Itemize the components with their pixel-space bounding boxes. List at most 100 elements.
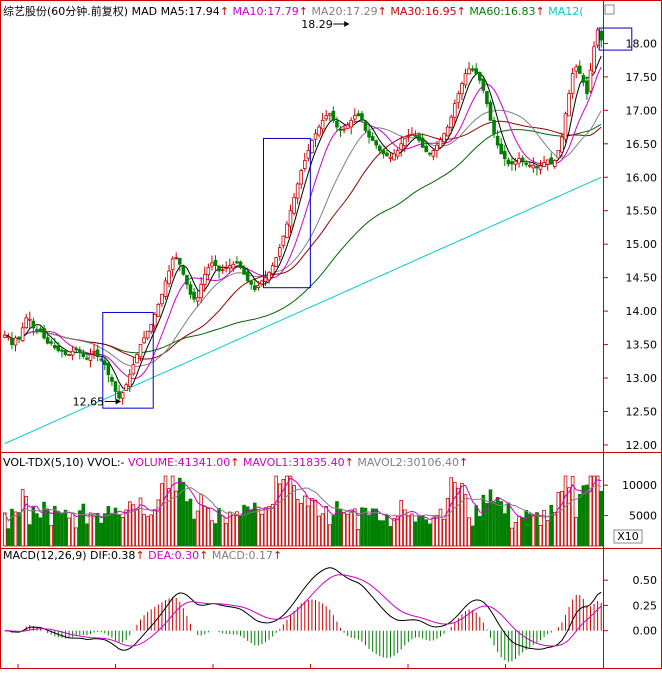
volume-bar <box>570 476 575 547</box>
volume-bar <box>242 504 246 547</box>
volume-bar <box>531 515 536 547</box>
volume-bar <box>52 505 57 547</box>
volume-bar <box>17 512 21 547</box>
candle-body <box>545 159 550 165</box>
volume-bar <box>324 506 329 547</box>
candle-body <box>338 128 343 131</box>
candle-body <box>370 136 375 141</box>
volume-bar <box>35 513 39 547</box>
volume-bar <box>563 475 568 547</box>
volume-bar <box>360 507 364 547</box>
candle-body <box>442 133 446 143</box>
volume-bar <box>510 527 514 547</box>
candle-body <box>206 267 211 276</box>
candle-body <box>495 135 500 146</box>
volume-bar <box>456 487 461 547</box>
candle-body <box>320 119 325 130</box>
candle-body <box>435 144 439 151</box>
candle-body <box>267 271 271 281</box>
volume-bar <box>320 513 325 547</box>
volume-bar <box>406 515 411 547</box>
volume-bar <box>467 517 471 547</box>
candle-body <box>49 341 54 344</box>
candle-body <box>567 93 571 117</box>
candle-body <box>95 349 100 358</box>
macd-panel-header: MACD(12,26,9) DIF:0.38↑ DEA:0.30↑ MACD:0… <box>3 549 282 562</box>
volume-bar <box>145 516 150 547</box>
candle-body <box>431 150 436 157</box>
volume-bar <box>599 490 604 547</box>
header-item: MAVOL1:31835.40 <box>243 456 345 469</box>
volume-bar <box>117 514 121 547</box>
candle-body <box>406 135 411 138</box>
candle-body <box>63 350 68 356</box>
candle-body <box>142 337 146 344</box>
ma20-line <box>4 109 602 367</box>
candle-body <box>217 265 221 272</box>
header-item: VOLUME:41341.00 <box>128 456 230 469</box>
volume-bar <box>410 513 414 547</box>
volume-panel-header: VOL-TDX(5,10) VVOL:- VOLUME:41341.00↑ MA… <box>3 456 468 469</box>
candle-body <box>274 257 279 267</box>
up-arrow-icon: ↑ <box>536 5 545 18</box>
candle-body <box>2 334 7 338</box>
candle-body <box>570 73 575 94</box>
volume-bar <box>217 507 221 547</box>
candle-body <box>595 29 600 46</box>
header-item: DIF:0.38 <box>90 549 135 562</box>
volume-bar <box>70 512 75 547</box>
volume-bar <box>481 494 486 547</box>
dif-line <box>4 567 602 651</box>
candle-body <box>92 350 96 353</box>
candle-body <box>263 277 268 282</box>
candle-body <box>460 83 464 95</box>
candle-body <box>110 376 114 382</box>
volume-bar <box>85 523 89 547</box>
volume-bar <box>581 485 586 547</box>
volume-bar <box>513 522 518 547</box>
header-item: MA12( <box>548 5 583 18</box>
volume-bar <box>474 505 479 547</box>
y-tick-label: 10000 <box>622 479 657 492</box>
volume-bar <box>295 499 300 547</box>
volume-bar <box>213 523 218 547</box>
panel-toggle-button[interactable] <box>604 4 615 15</box>
candle-body <box>13 337 18 346</box>
candle-body <box>299 170 304 185</box>
price-plot <box>2 27 633 445</box>
candle-body <box>81 352 86 358</box>
candle-body <box>556 150 561 159</box>
volume-bar <box>252 502 257 547</box>
volume-bar <box>502 513 507 547</box>
candle-body <box>499 143 504 155</box>
volume-bar <box>149 514 154 547</box>
volume-bar <box>592 475 596 547</box>
volume-bar <box>152 509 157 547</box>
candle-body <box>531 164 536 169</box>
volume-bar <box>38 517 43 547</box>
candle-body <box>427 152 432 155</box>
candle-body <box>360 113 364 121</box>
volume-bar <box>135 508 139 547</box>
volume-bar <box>77 510 82 547</box>
volume-bar <box>102 513 107 547</box>
candle-body <box>335 120 339 128</box>
candle-body <box>20 327 25 342</box>
y-tick-label: 13.00 <box>626 372 658 385</box>
volume-bar <box>127 501 132 547</box>
volume-bar <box>120 517 125 547</box>
candle-body <box>317 126 321 136</box>
volume-bar <box>138 497 143 547</box>
y-tick-label: 0.50 <box>633 574 658 587</box>
volume-bar <box>170 475 175 547</box>
candle-body <box>377 145 382 151</box>
volume-bar <box>327 524 332 547</box>
candle-body <box>10 338 14 345</box>
volume-bar <box>374 508 379 547</box>
volume-bar <box>13 511 18 547</box>
y-tick-label: 15.00 <box>626 238 658 251</box>
candle-body <box>452 103 457 118</box>
volume-bar <box>177 477 182 547</box>
volume-bar <box>210 520 214 547</box>
